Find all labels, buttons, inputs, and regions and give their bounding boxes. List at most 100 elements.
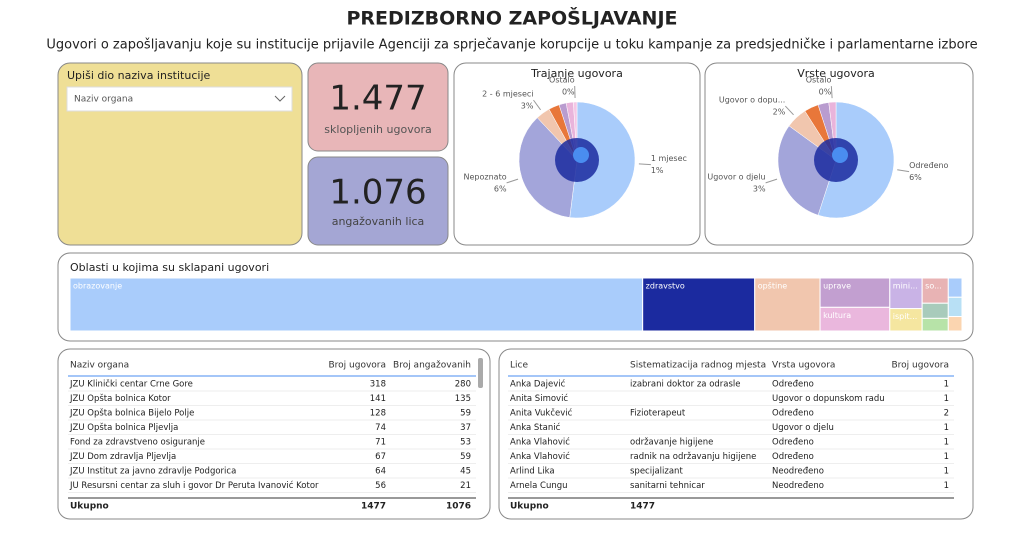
treemap-tile <box>754 277 821 332</box>
cell: Anka Vlahović <box>510 451 570 462</box>
scrollbar <box>478 358 483 388</box>
cell: JZU Opšta bolnica Bijelo Polje <box>69 408 194 419</box>
column-header: Vrsta ugovora <box>772 361 835 371</box>
cell: Anita Simović <box>510 393 568 404</box>
cell: 318 <box>370 380 386 390</box>
column-header: Lice <box>510 361 528 371</box>
cell: 141 <box>370 394 386 404</box>
treemap-tile <box>889 277 923 310</box>
cell: JZU Opšta bolnica Pljevlja <box>69 422 178 433</box>
cell: Arlind Lika <box>510 467 555 477</box>
cell: 1 <box>944 481 949 491</box>
leader-line <box>506 178 519 184</box>
column-header: Broj angažovanih <box>393 361 471 371</box>
cell: JZU Klinički centar Crne Gore <box>69 379 193 390</box>
cell: JZU Opšta bolnica Kotor <box>69 393 171 404</box>
treemap-tile <box>819 277 891 308</box>
cell: 1 <box>944 452 949 462</box>
slice-label: 1 mjesec <box>651 154 687 163</box>
cell: 56 <box>375 481 386 491</box>
cell: Neodređeno <box>772 467 824 477</box>
tile-label: obrazovanje <box>73 282 122 291</box>
cell: Ugovor o dopunskom radu <box>772 394 885 404</box>
cell: 2 <box>944 409 949 419</box>
tile-label: kultura <box>823 311 851 320</box>
pie-slice <box>569 101 636 219</box>
dropdown-arrow <box>274 95 286 102</box>
slice-label: Ugovor o dopu... <box>719 96 785 105</box>
cell: 1 <box>944 394 949 404</box>
slice-label: Ugovor o djelu <box>707 172 765 181</box>
tile-label: opštine <box>758 281 788 291</box>
leader-line <box>533 99 541 111</box>
cell: izabrani doktor za odrasle <box>630 380 741 390</box>
cell: Određeno <box>772 438 814 448</box>
leader-line <box>765 178 778 184</box>
cell: Anka Dajević <box>510 379 566 390</box>
slicer-dropdown[interactable] <box>66 86 293 112</box>
cell: 45 <box>460 467 471 477</box>
card-value: 1.477 <box>329 79 426 119</box>
cell: Određeno <box>772 380 814 390</box>
leader-line <box>784 105 794 116</box>
cell: 59 <box>460 409 471 419</box>
cell: 64 <box>375 467 386 477</box>
treemap-tile <box>947 277 963 298</box>
cell: JZU Institut za javno zdravlje Podgorica <box>69 467 236 477</box>
slice-label: Nepoznato <box>464 172 507 181</box>
tile-label: ispit... <box>893 312 917 321</box>
column-header: Naziv organa <box>70 361 129 371</box>
cell: održavanje higijene <box>630 438 713 448</box>
treemap-tile <box>947 296 963 318</box>
column-header: Broj ugovora <box>328 361 386 371</box>
cell: 59 <box>460 452 471 462</box>
slice-percent: 0% <box>562 88 575 97</box>
total-cell: 1477 <box>361 502 386 512</box>
column-header: Broj ugovora <box>891 361 949 371</box>
card <box>307 62 449 152</box>
tile-label: uprave <box>823 282 851 291</box>
leader-line <box>830 86 833 99</box>
pie-slice <box>518 117 578 218</box>
leader-line <box>638 163 651 166</box>
cell: 280 <box>455 380 471 390</box>
slicer-title: Upiši dio naziva institucije <box>67 69 211 82</box>
slice-label: Određeno <box>909 161 948 170</box>
slicer-placeholder: Naziv organa <box>74 95 133 105</box>
pie-slice <box>777 125 837 216</box>
cell: 1 <box>944 380 949 390</box>
chart-title: Vrste ugovora <box>797 67 875 80</box>
cell: 74 <box>375 423 386 433</box>
cell: 1 <box>944 438 949 448</box>
cell: 128 <box>370 409 386 419</box>
cell: 1 <box>944 467 949 477</box>
tile-label: zdravstvo <box>646 282 685 291</box>
cell: 53 <box>460 438 471 448</box>
treemap-tile <box>921 302 949 319</box>
cell: 21 <box>460 481 471 491</box>
chart-title: Trajanje ugovora <box>530 67 623 80</box>
cell: Anka Vlahović <box>510 437 570 448</box>
cell: Neodređeno <box>772 481 824 491</box>
treemap-tile <box>947 316 963 332</box>
cell: 37 <box>460 423 471 433</box>
cell: sanitarni tehnicar <box>630 481 705 491</box>
slice-label: 2 - 6 mjeseci <box>482 90 533 99</box>
cell: Određeno <box>772 409 814 419</box>
cell: specijalizant <box>630 467 683 477</box>
pie-center <box>832 147 848 163</box>
cell: JU Resursni centar za sluh i govor Dr Pe… <box>69 480 319 491</box>
slice-label: Ostalo <box>549 76 575 85</box>
card-label: sklopljenih ugovora <box>324 123 431 136</box>
leader-line <box>897 169 910 173</box>
cell: Fond za zdravstveno osiguranje <box>70 438 205 448</box>
total-cell: 1076 <box>446 502 471 512</box>
slice-percent: 3% <box>753 184 766 193</box>
slice-percent: 6% <box>909 173 922 182</box>
chart-title: Oblasti u kojima su sklapani ugovori <box>70 261 269 274</box>
slice-percent: 6% <box>494 184 507 193</box>
cell: JZU Dom zdravlja Pljevlja <box>69 452 176 462</box>
total-cell: Ukupno <box>510 502 549 512</box>
cell: Anita Vukčević <box>510 408 573 419</box>
